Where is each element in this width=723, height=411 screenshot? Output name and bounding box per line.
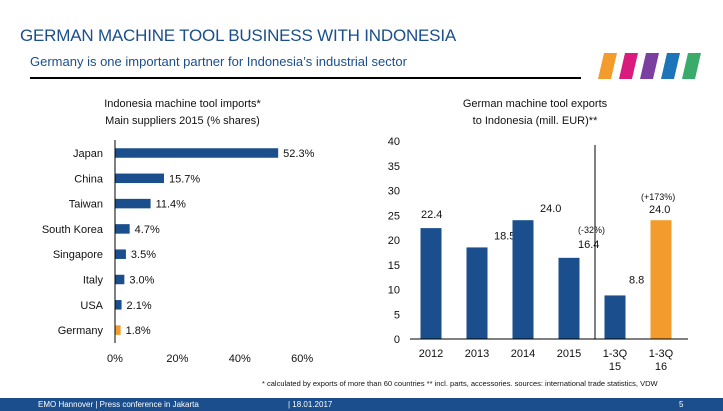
page-subtitle: Germany is one important partner for Ind… — [30, 54, 407, 69]
exports-data-label: 18.5 — [494, 230, 515, 242]
exports-change-annotation: (+173%) — [641, 192, 675, 202]
exports-bar — [558, 257, 580, 339]
exports-category-label: 1-3Q — [603, 348, 628, 360]
imports-x-tick-label: 0% — [107, 353, 123, 365]
imports-category-label: China — [74, 173, 104, 185]
imports-data-label: 2.1% — [127, 300, 152, 312]
imports-category-label: Italy — [83, 275, 104, 287]
exports-category-label: 2015 — [557, 348, 581, 360]
exports-y-tick-label: 25 — [388, 210, 400, 222]
logo-stripe — [619, 53, 638, 79]
exports-change-annotation: (-32%) — [578, 225, 605, 235]
page-title: GERMAN MACHINE TOOL BUSINESS WITH INDONE… — [20, 26, 456, 45]
imports-data-label: 52.3% — [283, 148, 314, 160]
exports-bar — [466, 247, 488, 339]
vdw-color-stripes-logo-icon — [598, 53, 701, 79]
exports-data-label: 24.0 — [649, 204, 670, 216]
exports-category-label: 16 — [655, 361, 667, 373]
footer-bar — [0, 398, 723, 411]
imports-bar — [115, 300, 122, 310]
imports-bar — [115, 198, 151, 209]
imports-category-label: USA — [80, 300, 103, 312]
title-underline — [30, 77, 581, 79]
imports-chart-title-line2: Main suppliers 2015 (% shares) — [105, 115, 260, 127]
exports-y-tick-label: 40 — [388, 136, 400, 148]
exports-data-label: 24.0 — [540, 203, 561, 215]
imports-bar — [115, 173, 164, 184]
footnote: * calculated by exports of more than 60 … — [262, 379, 658, 388]
logo-stripe — [682, 53, 701, 79]
exports-data-label: 8.8 — [629, 274, 644, 286]
footer-event: EMO Hannover | Press conference in Jakar… — [38, 400, 199, 409]
imports-bar — [115, 148, 279, 158]
footer-date: | 18.01.2017 — [288, 400, 333, 409]
exports-bar — [604, 295, 626, 339]
imports-data-label: 11.4% — [156, 199, 187, 211]
imports-x-tick-label: 40% — [229, 353, 251, 365]
exports-bar — [650, 220, 672, 339]
exports-chart-title-line1: German machine tool exports — [462, 98, 608, 110]
imports-category-label: Germany — [58, 325, 104, 337]
exports-y-tick-label: 20 — [388, 235, 400, 247]
imports-data-label: 15.7% — [169, 173, 200, 185]
exports-category-label: 2014 — [511, 348, 535, 360]
imports-data-label: 4.7% — [135, 224, 160, 236]
exports-category-label: 2013 — [465, 348, 489, 360]
exports-y-tick-label: 0 — [394, 334, 400, 346]
exports-chart-title-line2: to Indonesia (mill. EUR)** — [472, 115, 598, 127]
exports-bar — [420, 228, 442, 339]
imports-data-label: 3.5% — [131, 249, 156, 261]
imports-chart-title: Indonesia machine tool imports* Main sup… — [60, 96, 305, 130]
exports-category-label: 1-3Q — [649, 348, 674, 360]
exports-chart-title: German machine tool exports to Indonesia… — [420, 96, 650, 130]
exports-y-tick-label: 30 — [388, 186, 400, 198]
exports-data-label: 22.4 — [421, 209, 442, 221]
exports-y-tick-label: 15 — [388, 260, 400, 272]
logo-stripe — [640, 53, 659, 79]
exports-data-label: 16.4 — [578, 239, 599, 251]
imports-category-label: Singapore — [53, 249, 103, 261]
imports-bar — [115, 274, 125, 285]
imports-bar — [115, 224, 130, 234]
imports-category-label: Taiwan — [69, 199, 103, 211]
imports-category-label: Japan — [73, 148, 103, 160]
imports-x-tick-label: 20% — [166, 353, 188, 365]
imports-bar — [115, 249, 126, 259]
footer-page-number: 5 — [679, 400, 684, 409]
exports-category-label: 15 — [609, 361, 621, 373]
imports-data-label: 1.8% — [126, 325, 151, 337]
exports-y-tick-label: 35 — [388, 161, 400, 173]
imports-chart-title-line1: Indonesia machine tool imports* — [104, 98, 261, 110]
imports-category-label: South Korea — [42, 224, 104, 236]
imports-x-tick-label: 60% — [291, 353, 313, 365]
exports-bar — [512, 220, 534, 339]
exports-category-label: 2012 — [419, 348, 443, 360]
exports-y-tick-label: 10 — [388, 285, 400, 297]
logo-stripe — [598, 53, 617, 79]
exports-y-tick-label: 5 — [394, 309, 400, 321]
logo-stripe — [661, 53, 680, 79]
imports-data-label: 3.0% — [129, 275, 154, 287]
imports-bar — [115, 325, 121, 335]
